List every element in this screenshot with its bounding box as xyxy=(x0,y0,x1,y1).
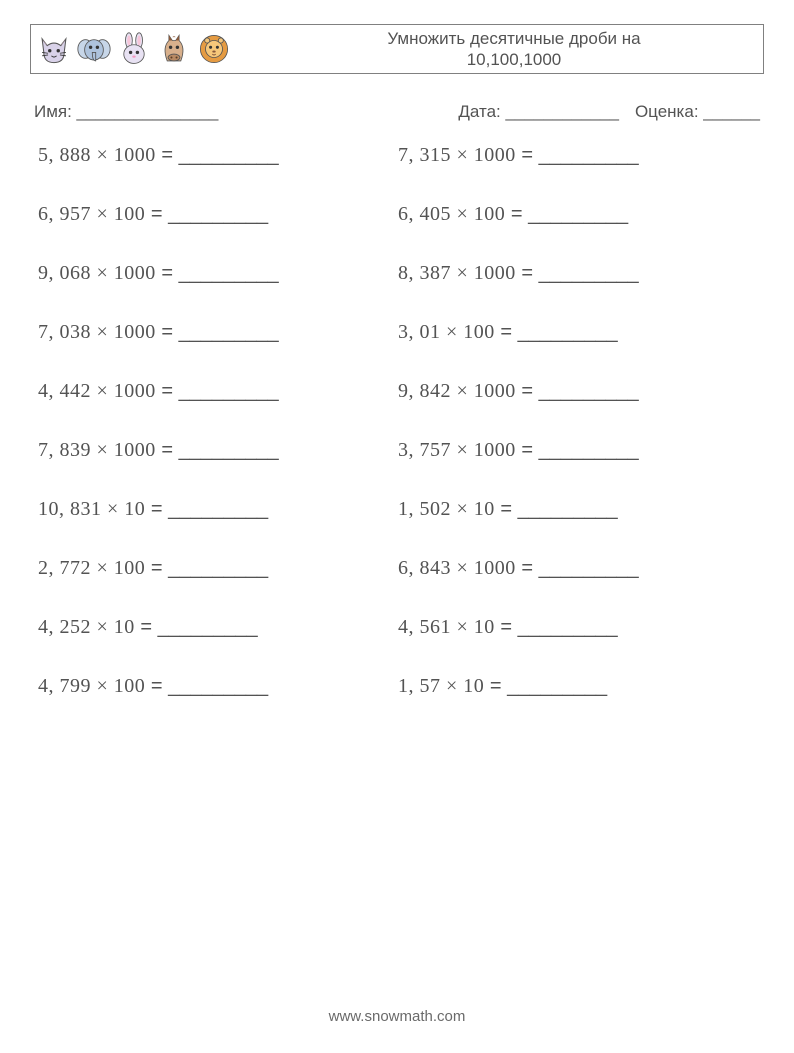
horse-icon xyxy=(157,32,191,66)
problem-right: 7, 315 × 1000 = _________ xyxy=(398,144,758,167)
title-line-2: 10,100,1000 xyxy=(467,50,562,69)
problem-left: 5, 888 × 1000 = _________ xyxy=(38,144,398,167)
meta-row: Имя: _______________ Дата: ____________ … xyxy=(34,102,760,122)
animal-icons xyxy=(37,32,231,66)
problem-left: 4, 799 × 100 = _________ xyxy=(38,675,398,698)
date-field: Дата: ____________ xyxy=(458,102,619,122)
problem-right: 8, 387 × 1000 = _________ xyxy=(398,262,758,285)
problem-right: 3, 01 × 100 = _________ xyxy=(398,321,758,344)
problem-right: 6, 843 × 1000 = _________ xyxy=(398,557,758,580)
problem-left: 7, 038 × 1000 = _________ xyxy=(38,321,398,344)
problem-right: 1, 502 × 10 = _________ xyxy=(398,498,758,521)
problem-right: 1, 57 × 10 = _________ xyxy=(398,675,758,698)
grade-field: Оценка: ______ xyxy=(635,102,760,122)
problem-right: 4, 561 × 10 = _________ xyxy=(398,616,758,639)
problem-left: 6, 957 × 100 = _________ xyxy=(38,203,398,226)
problem-right: 3, 757 × 1000 = _________ xyxy=(398,439,758,462)
title-line-1: Умножить десятичные дроби на xyxy=(387,29,640,48)
problem-left: 2, 772 × 100 = _________ xyxy=(38,557,398,580)
cat-icon xyxy=(37,32,71,66)
footer: www.snowmath.com xyxy=(0,1008,794,1025)
problem-left: 4, 252 × 10 = _________ xyxy=(38,616,398,639)
problem-left: 4, 442 × 1000 = _________ xyxy=(38,380,398,403)
elephant-icon xyxy=(77,32,111,66)
name-field: Имя: _______________ xyxy=(34,102,218,122)
problem-left: 7, 839 × 1000 = _________ xyxy=(38,439,398,462)
problem-right: 6, 405 × 100 = _________ xyxy=(398,203,758,226)
problems-grid: 5, 888 × 1000 = _________7, 315 × 1000 =… xyxy=(38,144,764,698)
problem-left: 10, 831 × 10 = _________ xyxy=(38,498,398,521)
lion-icon xyxy=(197,32,231,66)
footer-url: www.snowmath.com xyxy=(329,1008,466,1025)
problem-left: 9, 068 × 1000 = _________ xyxy=(38,262,398,285)
worksheet-header: Умножить десятичные дроби на 10,100,1000 xyxy=(30,24,764,74)
rabbit-icon xyxy=(117,32,151,66)
worksheet-title: Умножить десятичные дроби на 10,100,1000 xyxy=(231,28,757,71)
problem-right: 9, 842 × 1000 = _________ xyxy=(398,380,758,403)
